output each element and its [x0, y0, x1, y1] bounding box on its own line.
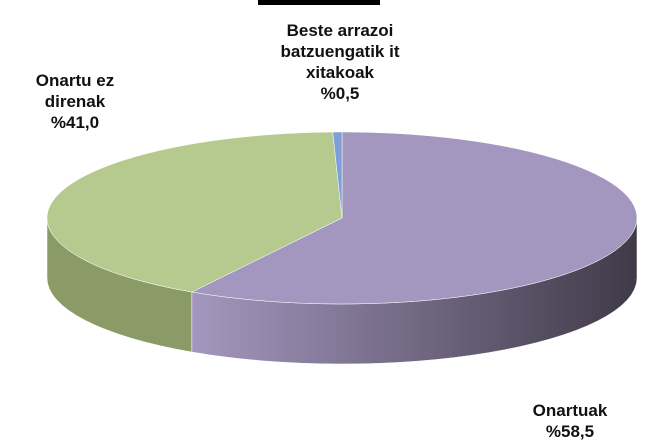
decoration-bar	[258, 0, 380, 5]
slice-label: Beste arrazoi batzuengatik itxitakoak %0,…	[255, 20, 425, 104]
slice	[191, 131, 638, 305]
slice	[46, 131, 343, 293]
category-label: Beste arrazoi batzuengatik itxitakoak	[280, 21, 400, 82]
category-label: Onartu ez direnak	[35, 71, 115, 111]
value-label: %58,5	[545, 422, 595, 441]
slice	[332, 131, 343, 219]
slice-label: Onartuak %58,5	[480, 400, 646, 442]
pie	[46, 131, 638, 365]
tops	[46, 131, 638, 305]
value-label: %41,0	[50, 113, 100, 132]
value-label: %0,5	[320, 84, 360, 103]
slice-label: Onartu ez direnak %41,0	[10, 70, 140, 133]
category-label: Onartuak	[532, 401, 608, 420]
